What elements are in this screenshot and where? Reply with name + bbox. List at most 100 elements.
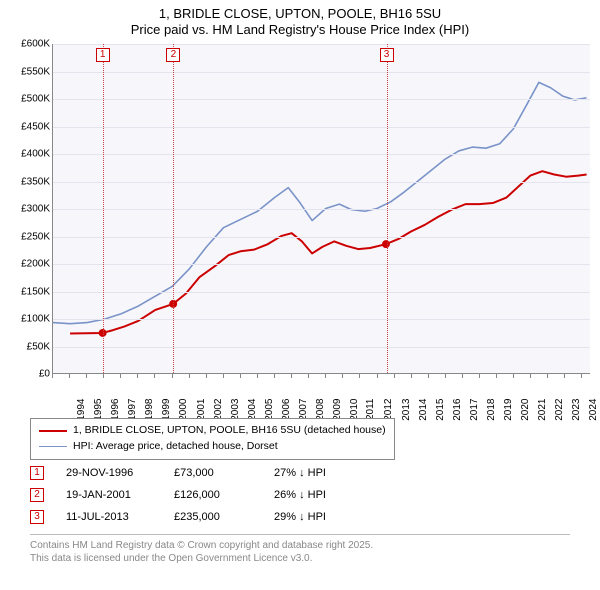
gridline-h (53, 347, 590, 348)
gridline-h (53, 99, 590, 100)
x-axis-label: 2021 (537, 399, 548, 421)
y-axis-label: £600K (10, 39, 50, 50)
plot-region: 1 2 3 (52, 44, 590, 374)
marker-box-3: 3 (380, 48, 394, 62)
x-tick (411, 374, 412, 378)
x-tick (581, 374, 582, 378)
sale-date: 11-JUL-2013 (44, 511, 174, 523)
series-hpi (53, 82, 587, 323)
x-tick (564, 374, 565, 378)
chart-area: 123 £0£50K£100K£150K£200K£250K£300K£350K… (16, 44, 590, 404)
legend-swatch (39, 430, 67, 432)
gridline-h (53, 127, 590, 128)
x-axis-label: 2020 (520, 399, 531, 421)
sale-marker: 1 (30, 466, 44, 480)
x-tick (223, 374, 224, 378)
footer-line2: This data is licensed under the Open Gov… (30, 552, 570, 565)
sale-delta: 29% ↓ HPI (274, 511, 364, 523)
x-tick (154, 374, 155, 378)
gridline-h (53, 237, 590, 238)
y-axis-label: £150K (10, 286, 50, 297)
sale-row: 219-JAN-2001£126,00026% ↓ HPI (30, 484, 364, 506)
y-axis-label: £450K (10, 121, 50, 132)
x-axis-label: 2022 (554, 399, 565, 421)
y-axis-label: £0 (10, 369, 50, 380)
marker-box-2: 2 (166, 48, 180, 62)
y-axis-label: £50K (10, 341, 50, 352)
x-axis-label: 2013 (400, 399, 411, 421)
y-axis-label: £100K (10, 314, 50, 325)
x-tick (86, 374, 87, 378)
x-axis-label: 2015 (434, 399, 445, 421)
y-axis-label: £550K (10, 66, 50, 77)
x-axis-label: 2018 (486, 399, 497, 421)
legend-box: 1, BRIDLE CLOSE, UPTON, POOLE, BH16 5SU … (30, 418, 395, 460)
x-axis-label: 2019 (503, 399, 514, 421)
y-axis-label: £200K (10, 259, 50, 270)
marker-box-1: 1 (96, 48, 110, 62)
legend-label: 1, BRIDLE CLOSE, UPTON, POOLE, BH16 5SU … (73, 423, 386, 439)
x-tick (172, 374, 173, 378)
sale-price: £73,000 (174, 467, 274, 479)
title-subtitle: Price paid vs. HM Land Registry's House … (0, 22, 600, 38)
y-axis-label: £350K (10, 176, 50, 187)
x-axis-label: 2014 (417, 399, 428, 421)
x-tick (342, 374, 343, 378)
sale-marker: 2 (30, 488, 44, 502)
x-tick (394, 374, 395, 378)
x-axis-label: 2017 (469, 399, 480, 421)
x-axis-label: 2024 (588, 399, 599, 421)
x-tick (325, 374, 326, 378)
gridline-h (53, 182, 590, 183)
footer-attribution: Contains HM Land Registry data © Crown c… (30, 534, 570, 565)
x-tick (428, 374, 429, 378)
sale-price: £126,000 (174, 489, 274, 501)
x-tick (291, 374, 292, 378)
gridline-h (53, 292, 590, 293)
x-tick (462, 374, 463, 378)
x-tick (274, 374, 275, 378)
sale-row: 129-NOV-1996£73,00027% ↓ HPI (30, 462, 364, 484)
x-tick (120, 374, 121, 378)
x-tick (240, 374, 241, 378)
y-axis-label: £300K (10, 204, 50, 215)
x-tick (377, 374, 378, 378)
x-tick (547, 374, 548, 378)
x-tick (257, 374, 258, 378)
x-tick (479, 374, 480, 378)
marker-line-1 (103, 44, 104, 373)
y-axis-label: £400K (10, 149, 50, 160)
legend-row: 1, BRIDLE CLOSE, UPTON, POOLE, BH16 5SU … (39, 423, 386, 439)
sale-table: 129-NOV-1996£73,00027% ↓ HPI219-JAN-2001… (30, 462, 364, 528)
x-tick (445, 374, 446, 378)
x-tick (513, 374, 514, 378)
sale-price: £235,000 (174, 511, 274, 523)
title-block: 1, BRIDLE CLOSE, UPTON, POOLE, BH16 5SU … (0, 0, 600, 39)
sale-delta: 26% ↓ HPI (274, 489, 364, 501)
x-tick (189, 374, 190, 378)
sale-date: 29-NOV-1996 (44, 467, 174, 479)
x-tick (359, 374, 360, 378)
x-tick (69, 374, 70, 378)
gridline-h (53, 154, 590, 155)
x-tick (137, 374, 138, 378)
legend-swatch (39, 446, 67, 448)
footer-line1: Contains HM Land Registry data © Crown c… (30, 539, 570, 552)
legend-row: HPI: Average price, detached house, Dors… (39, 439, 386, 455)
sale-delta: 27% ↓ HPI (274, 467, 364, 479)
gridline-h (53, 319, 590, 320)
x-axis-label: 2023 (571, 399, 582, 421)
x-tick (308, 374, 309, 378)
x-tick (206, 374, 207, 378)
gridline-h (53, 209, 590, 210)
x-axis-label: 2011 (365, 399, 376, 421)
gridline-h (53, 72, 590, 73)
x-axis-label: 2016 (451, 399, 462, 421)
title-address: 1, BRIDLE CLOSE, UPTON, POOLE, BH16 5SU (0, 6, 600, 22)
gridline-h (53, 264, 590, 265)
legend-label: HPI: Average price, detached house, Dors… (73, 439, 278, 455)
gridline-h (53, 44, 590, 45)
chart-container: 1, BRIDLE CLOSE, UPTON, POOLE, BH16 5SU … (0, 0, 600, 590)
marker-line-3 (387, 44, 388, 373)
x-tick (52, 374, 53, 378)
